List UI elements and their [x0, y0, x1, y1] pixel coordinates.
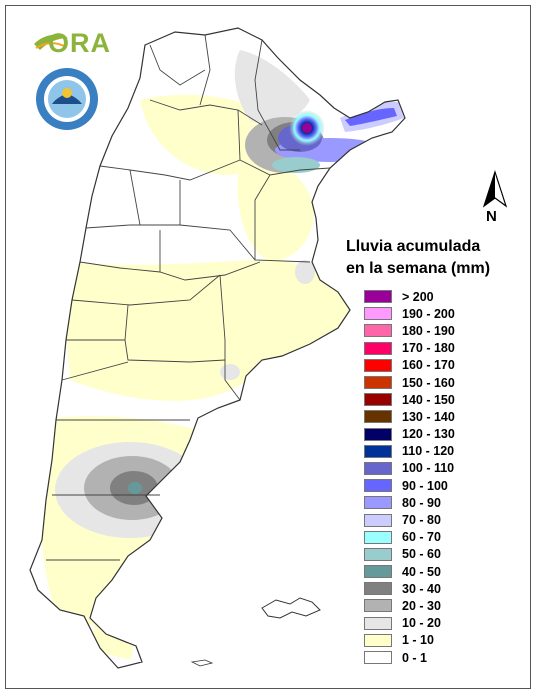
legend-label: 60 - 70 [402, 530, 441, 545]
legend-label: 140 - 150 [402, 392, 455, 407]
north-arrow-icon [482, 170, 508, 208]
legend-label: 180 - 190 [402, 323, 455, 338]
rainfall-fill-layer [38, 50, 404, 660]
legend-item: > 200 [364, 288, 455, 305]
legend-item: 90 - 100 [364, 477, 455, 494]
legend-swatch [364, 599, 392, 613]
legend-swatch [364, 290, 392, 304]
rain-zone-10-20-coast [220, 364, 240, 380]
legend-swatch [364, 393, 392, 407]
legend-item: 60 - 70 [364, 529, 455, 546]
legend-label: 190 - 200 [402, 306, 455, 321]
legend-swatch [364, 461, 392, 475]
country-outline [29, 27, 406, 669]
map-frame [5, 5, 531, 689]
legend-swatch [364, 358, 392, 372]
legend-label: 40 - 50 [402, 564, 441, 579]
legend-swatch [364, 616, 392, 630]
legend-label: > 200 [402, 289, 434, 304]
legend-item: 120 - 130 [364, 426, 455, 443]
legend-swatch [364, 530, 392, 544]
isla-de-los-estados [190, 659, 214, 667]
rain-zone-10-20-ne [234, 50, 310, 124]
legend-item: 170 - 180 [364, 340, 455, 357]
legend-swatch [364, 513, 392, 527]
legend-label: 30 - 40 [402, 581, 441, 596]
legend-item: 160 - 170 [364, 357, 455, 374]
legend-item: 0 - 1 [364, 649, 455, 666]
legend-item: 100 - 110 [364, 460, 455, 477]
rain-zone-over-200 [302, 123, 312, 133]
legend-swatch [364, 496, 392, 510]
legend-item: 1 - 10 [364, 632, 455, 649]
legend-label: 160 - 170 [402, 358, 455, 373]
legend-label: 130 - 140 [402, 409, 455, 424]
legend-label: 100 - 110 [402, 461, 455, 476]
legend-swatch [364, 547, 392, 561]
legend-swatch [364, 444, 392, 458]
legend-swatch [364, 410, 392, 424]
province-boundaries [46, 34, 331, 561]
legend-label: 150 - 160 [402, 375, 455, 390]
legend-item: 40 - 50 [364, 563, 455, 580]
rain-zone-1-10-litoral [237, 157, 314, 262]
legend-swatch [364, 324, 392, 338]
legend-label: 1 - 10 [402, 633, 434, 648]
legend-item: 130 - 140 [364, 408, 455, 425]
legend-item: 150 - 160 [364, 374, 455, 391]
legend-item: 180 - 190 [364, 322, 455, 339]
legend-label: 70 - 80 [402, 513, 441, 528]
ora-logo: ORA [30, 26, 110, 62]
legend-item: 70 - 80 [364, 511, 455, 528]
legend-item: 30 - 40 [364, 580, 455, 597]
legend-item: 140 - 150 [364, 391, 455, 408]
legend-item: 10 - 20 [364, 615, 455, 632]
legend-swatch [364, 376, 392, 390]
legend-item: 110 - 120 [364, 443, 455, 460]
rain-zone-90-100-misiones [345, 108, 397, 126]
legend-label: 110 - 120 [402, 444, 455, 459]
ora-logo-text: ORA [48, 28, 111, 58]
ora-leaf-icon [34, 34, 68, 50]
legend-title-line-2: en la semana (mm) [346, 260, 491, 277]
rain-zone-10-20-pampa [295, 260, 315, 284]
legend-swatch [364, 427, 392, 441]
legend-swatch [364, 651, 392, 665]
legend: > 200 190 - 200 180 - 190 170 - 180 160 - 17… [364, 288, 455, 666]
legend-swatch [364, 341, 392, 355]
legend-label: 170 - 180 [402, 341, 455, 356]
legend-item: 20 - 30 [364, 597, 455, 614]
legend-label: 0 - 1 [402, 650, 428, 665]
rain-zone-40-50-patagonia [128, 482, 142, 494]
legend-title: Lluvia acumulada en la semana (mm) [346, 236, 526, 280]
legend-label: 120 - 130 [402, 427, 455, 442]
legend-label: 50 - 60 [402, 547, 441, 562]
malvinas-islands [261, 597, 321, 619]
rain-zone-50-60-ne [272, 157, 320, 173]
legend-item: 190 - 200 [364, 305, 455, 322]
legend-label: 80 - 90 [402, 495, 441, 510]
legend-swatch [364, 479, 392, 493]
north-label: N [486, 208, 497, 225]
legend-swatch [364, 565, 392, 579]
legend-swatch [364, 307, 392, 321]
legend-swatch [364, 633, 392, 647]
legend-title-line-1: Lluvia acumulada [346, 238, 481, 255]
legend-label: 90 - 100 [402, 478, 448, 493]
legend-label: 20 - 30 [402, 598, 441, 613]
rain-zone-1-10-tdf [90, 600, 133, 660]
legend-swatch [364, 582, 392, 596]
legend-label: 10 - 20 [402, 616, 441, 631]
smn-argentina-seal-icon [36, 68, 98, 130]
legend-item: 50 - 60 [364, 546, 455, 563]
legend-item: 80 - 90 [364, 494, 455, 511]
